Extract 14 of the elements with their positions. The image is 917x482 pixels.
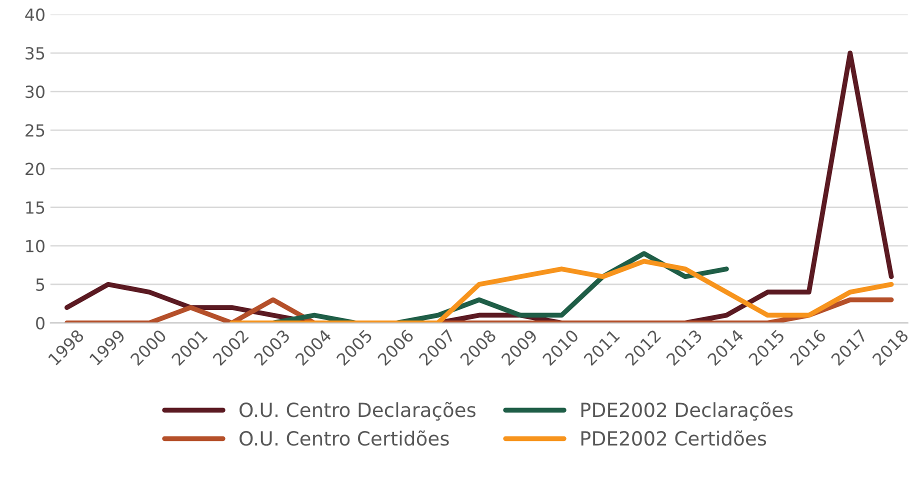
y-tick-label: 35 (26, 46, 44, 60)
y-tick-label: 30 (26, 86, 44, 98)
y-tick-label: 40 (25, 8, 44, 22)
y-tick-label: 25 (26, 124, 44, 137)
y-tick-label: 15 (26, 201, 44, 214)
line-series (229, 258, 894, 323)
y-tick-label: 10 (26, 240, 44, 252)
y-tick-label: 20 (26, 162, 44, 176)
legend-label: PDE2002 Declarações (581, 402, 793, 421)
legend-label: O.U. Centro Certidões (240, 430, 449, 446)
y-tick-label: 0 (36, 316, 44, 330)
y-tick-label: 5 (36, 278, 44, 291)
legend-label: O.U. Centro Declarações (240, 402, 476, 421)
legend-label: PDE2002 Certidões (581, 430, 766, 446)
